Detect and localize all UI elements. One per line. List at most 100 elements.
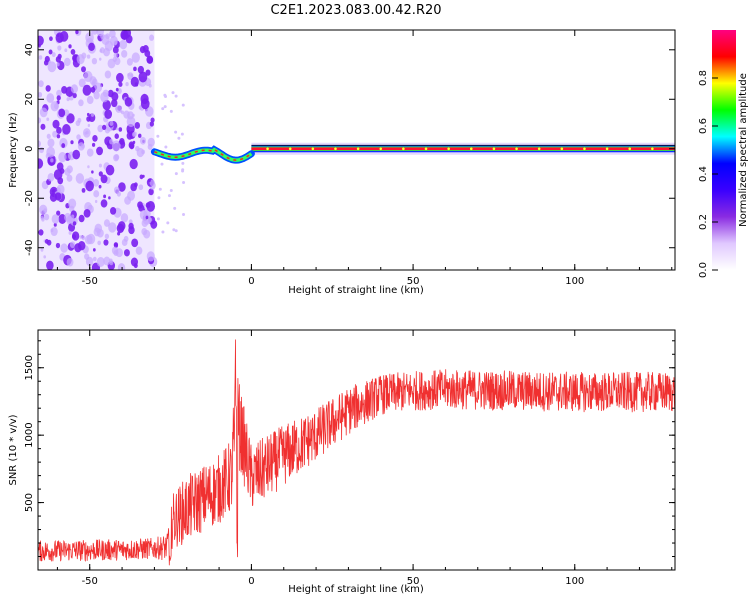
noise-speck: [98, 163, 102, 168]
noise-speck: [98, 57, 102, 61]
colorbar-bar: [712, 30, 736, 270]
noise-speck: [50, 101, 59, 112]
noise-speck: [127, 190, 135, 201]
signal-accent: [311, 147, 315, 151]
noise-speck: [149, 34, 155, 41]
noise-speck: [141, 227, 148, 236]
noise-speck: [96, 256, 105, 268]
noise-speck: [146, 55, 154, 64]
noise-speck: [47, 61, 57, 73]
noise-speck: [100, 199, 108, 208]
noise-speck: [149, 179, 155, 187]
noise-speck: [180, 132, 184, 136]
noise-speck: [140, 98, 150, 110]
noise-speck: [51, 214, 60, 224]
noise-speck: [86, 54, 91, 59]
noise-speck: [78, 214, 85, 223]
noise-speck: [156, 134, 160, 138]
colorbar-tick-label: 0.4: [698, 166, 709, 182]
noise-speck: [83, 208, 91, 218]
noise-speck: [63, 57, 71, 67]
noise-speck: [75, 30, 79, 35]
spectrogram-frame: [37, 29, 676, 271]
noise-speck: [181, 161, 185, 165]
noise-speck: [131, 238, 139, 248]
noise-speck: [173, 206, 177, 210]
noise-speck: [97, 124, 104, 133]
noise-speck: [75, 120, 81, 127]
noise-speck: [112, 46, 119, 54]
snr-frame: [37, 329, 676, 571]
spectrogram-signal-line: [150, 142, 675, 164]
noise-speck: [148, 188, 154, 196]
noise-speck: [44, 239, 49, 244]
noise-speck: [69, 241, 76, 249]
noise-speck: [137, 201, 143, 209]
noise-speck: [38, 55, 43, 60]
noise-speck: [130, 183, 137, 192]
colorbar-ticks: 0.0 0.2 0.4 0.6 0.8: [698, 70, 718, 278]
noise-speck: [114, 133, 119, 139]
noise-speck: [91, 57, 98, 65]
noise-speck: [129, 143, 135, 150]
noise-speck: [138, 133, 142, 138]
noise-speck: [163, 105, 167, 109]
noise-speck: [55, 192, 62, 201]
noise-speck: [40, 123, 46, 130]
noise-speck: [157, 196, 161, 200]
figure-title: C2E1.2023.083.00.42.R20: [270, 3, 441, 18]
noise-speck: [97, 240, 102, 246]
noise-speck: [102, 89, 109, 97]
noise-speck: [116, 72, 124, 83]
y-tick-label: 40: [24, 43, 35, 56]
signal-accent: [628, 147, 632, 151]
noise-speck: [121, 238, 128, 247]
noise-speck: [60, 243, 68, 253]
signal-accent: [379, 147, 383, 151]
colorbar-tick-label: 0.6: [698, 118, 709, 134]
noise-speck: [63, 109, 70, 117]
noise-speck: [92, 256, 97, 262]
noise-speck: [133, 66, 137, 72]
noise-speck: [93, 179, 100, 187]
noise-speck: [104, 233, 110, 240]
noise-speck: [103, 256, 111, 266]
noise-speck: [164, 94, 168, 98]
noise-speck: [46, 133, 51, 139]
noise-speck: [58, 108, 66, 118]
y-tick-label: 1500: [24, 355, 35, 380]
noise-speck: [46, 260, 54, 270]
noise-speck: [43, 213, 50, 221]
noise-speck: [56, 184, 65, 195]
noise-speck: [129, 158, 138, 170]
noise-speck: [71, 231, 80, 241]
noise-speck: [139, 174, 144, 180]
noise-speck: [64, 48, 68, 53]
signal-accent: [356, 147, 360, 151]
noise-speck: [104, 126, 110, 134]
noise-speck: [174, 172, 178, 176]
noise-speck: [145, 69, 151, 76]
noise-speck: [57, 53, 62, 59]
noise-speck: [47, 172, 55, 182]
noise-speck: [56, 89, 62, 97]
noise-speck: [96, 146, 103, 156]
noise-speck: [98, 184, 102, 189]
noise-speck: [50, 158, 54, 163]
noise-speck: [83, 70, 93, 82]
noise-speck: [142, 44, 149, 53]
noise-speck: [72, 221, 77, 226]
noise-speck: [52, 188, 56, 193]
noise-speck: [147, 217, 153, 224]
noise-speck: [68, 230, 72, 235]
noise-speck: [109, 258, 113, 263]
noise-speck: [52, 119, 60, 129]
noise-speck: [166, 221, 170, 225]
noise-speck: [76, 54, 85, 65]
noise-speck: [53, 222, 57, 227]
noise-speck: [104, 109, 113, 119]
noise-speck: [177, 136, 181, 140]
signal-accent: [402, 147, 405, 151]
noise-speck: [62, 124, 71, 135]
